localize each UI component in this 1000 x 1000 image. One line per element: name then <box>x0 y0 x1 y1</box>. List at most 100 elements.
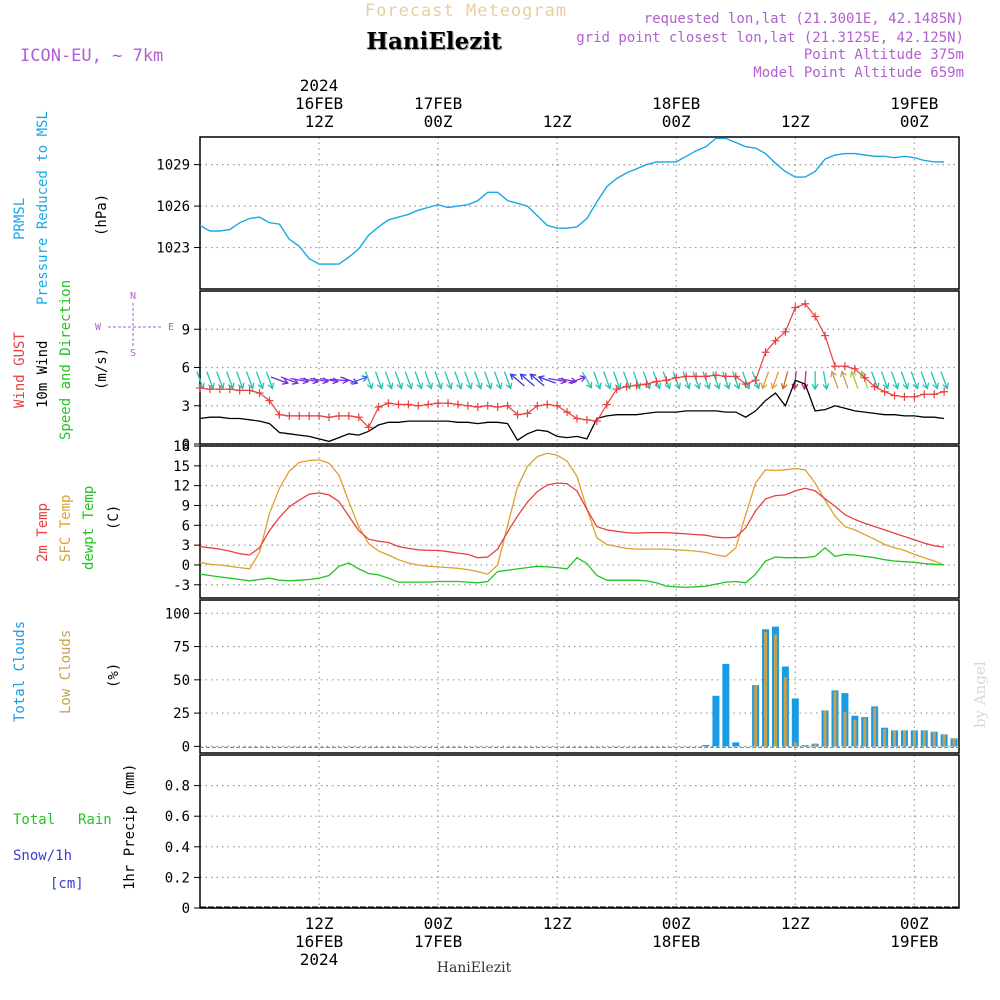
wind-arrow-head <box>436 382 443 390</box>
wind-arrow-head <box>416 382 424 390</box>
wind-gust-marker <box>205 385 214 394</box>
wind-gust-marker <box>364 423 373 432</box>
wind-arrow-head <box>585 381 593 389</box>
top-tick-label: 00Z <box>424 112 453 131</box>
wind-direction-arrow <box>280 376 299 385</box>
wind-gust-marker <box>682 372 691 381</box>
wind-gust-marker <box>860 373 869 382</box>
wind-gust-marker <box>334 411 343 420</box>
wind-gust-marker <box>840 362 849 371</box>
temperature-ytick-label: 6 <box>182 518 190 534</box>
wind-arrow-head <box>892 382 900 390</box>
precip-ytick-label: 0.4 <box>165 840 190 856</box>
wind-direction-arrow <box>255 371 265 390</box>
wind-gust-marker <box>801 299 810 308</box>
wind-gust-marker <box>305 411 314 420</box>
wind-direction-arrow <box>503 371 513 390</box>
clouds-unit-label: (%) <box>106 663 122 688</box>
wind-arrow-head <box>830 370 837 378</box>
wind-ytick-label: 6 <box>182 361 190 377</box>
wind-direction-arrow <box>454 371 463 390</box>
precip-rain-label: Rain <box>78 812 112 828</box>
clouds-panel: Total Clouds Low Clouds (%) <box>12 621 122 722</box>
wind-arrow-head <box>902 382 910 390</box>
wind-gust-marker <box>582 415 591 424</box>
wind-arrow-shaft <box>548 377 567 383</box>
wind-arrow-head <box>505 382 513 390</box>
wind-gust-marker <box>543 400 552 409</box>
wind-gust-marker <box>265 396 274 405</box>
top-tick-label: 12Z <box>543 112 572 131</box>
wind-gust-marker <box>573 414 582 423</box>
wind-arrow-shaft <box>761 371 770 389</box>
precip-ytick-label: 0 <box>182 901 190 917</box>
wind-gust-marker <box>473 403 482 412</box>
wind-gust-marker <box>196 383 204 392</box>
wind-gust-marker <box>761 348 770 357</box>
precip-panel: Total Rain Snow/1h [cm] 1hr Precip (mm) <box>13 764 138 892</box>
low-clouds-bar <box>873 707 877 747</box>
total-clouds-label: Total Clouds <box>12 621 28 722</box>
temp-2m-label: 2m Temp <box>35 503 51 562</box>
wind-direction-arrow <box>245 371 255 390</box>
wind-gust-marker <box>394 400 403 409</box>
wind-arrow-shaft <box>851 371 859 389</box>
wind-gust-marker <box>424 400 433 409</box>
temperature-ytick-label: -3 <box>173 578 190 594</box>
low-clouds-bar <box>843 711 847 747</box>
low-clouds-bar <box>942 734 946 747</box>
wind-gust-marker <box>533 401 542 410</box>
wind-arrow-head <box>426 382 434 390</box>
wind-direction-arrow <box>384 371 394 390</box>
wind-gust-marker <box>523 409 532 418</box>
wind-arrow-shaft <box>831 371 839 389</box>
bottom-tick-label: 18FEB <box>652 932 700 951</box>
wind-direction-arrow <box>364 371 374 390</box>
wind-gust-marker <box>940 387 949 396</box>
low-clouds-bar <box>803 745 807 747</box>
wind-arrow-head <box>386 382 394 390</box>
wind-arrow-head <box>942 382 949 390</box>
wind-arrow-head <box>780 382 788 390</box>
wind-gust-marker <box>354 413 363 422</box>
wind-frame <box>199 290 960 445</box>
wind-arrow-head <box>733 382 741 390</box>
low-clouds-bar <box>793 742 797 747</box>
wind-ytick-label: 0 <box>182 437 190 453</box>
bottom-tick-label: 00Z <box>900 914 929 933</box>
wind-arrow-shaft <box>235 371 244 389</box>
wind-direction-arrow <box>712 371 721 390</box>
wind-direction-arrow <box>801 371 809 391</box>
wind-direction-arrow <box>519 373 535 387</box>
wind-gust-marker <box>315 411 324 420</box>
wind-arrow-shaft <box>444 371 452 389</box>
wind-arrow-shaft <box>568 376 586 384</box>
pressure-unit-label: (hPa) <box>94 194 110 236</box>
wind-arrow-shaft <box>930 371 938 389</box>
wind-gust-marker <box>513 410 522 419</box>
wind-arrow-shaft <box>216 371 224 389</box>
wind-gust-marker <box>444 399 453 408</box>
wind-gust-marker <box>890 391 899 400</box>
pressure-ytick-label: 1029 <box>156 158 190 174</box>
wind-arrow-shaft <box>394 371 403 389</box>
wind-arrow-head <box>760 382 768 390</box>
wind-gust-marker <box>245 386 254 395</box>
wind-direction-arrow <box>603 371 612 390</box>
top-tick-label: 2024 <box>300 76 339 95</box>
low-clouds-bar <box>813 743 817 747</box>
wind-panel: Wind GUST 10m Wind Speed and Direction (… <box>12 280 174 440</box>
wind-10m-label: 10m Wind <box>35 341 51 408</box>
wind-arrow-head <box>475 382 483 390</box>
wind-arrow-shaft <box>622 371 631 389</box>
precip-ytick-label: 0.2 <box>165 870 190 886</box>
wind-arrow-shaft <box>270 376 289 384</box>
precip-unit-label: 1hr Precip (mm) <box>122 764 138 890</box>
total-clouds-bar <box>712 695 720 747</box>
pressure-plot-area: 1023 1026 1029 <box>156 136 960 290</box>
wind-gust-marker <box>215 385 224 394</box>
precip-ytick-label: 0.6 <box>165 809 190 825</box>
wind-arrow-head <box>485 382 493 390</box>
